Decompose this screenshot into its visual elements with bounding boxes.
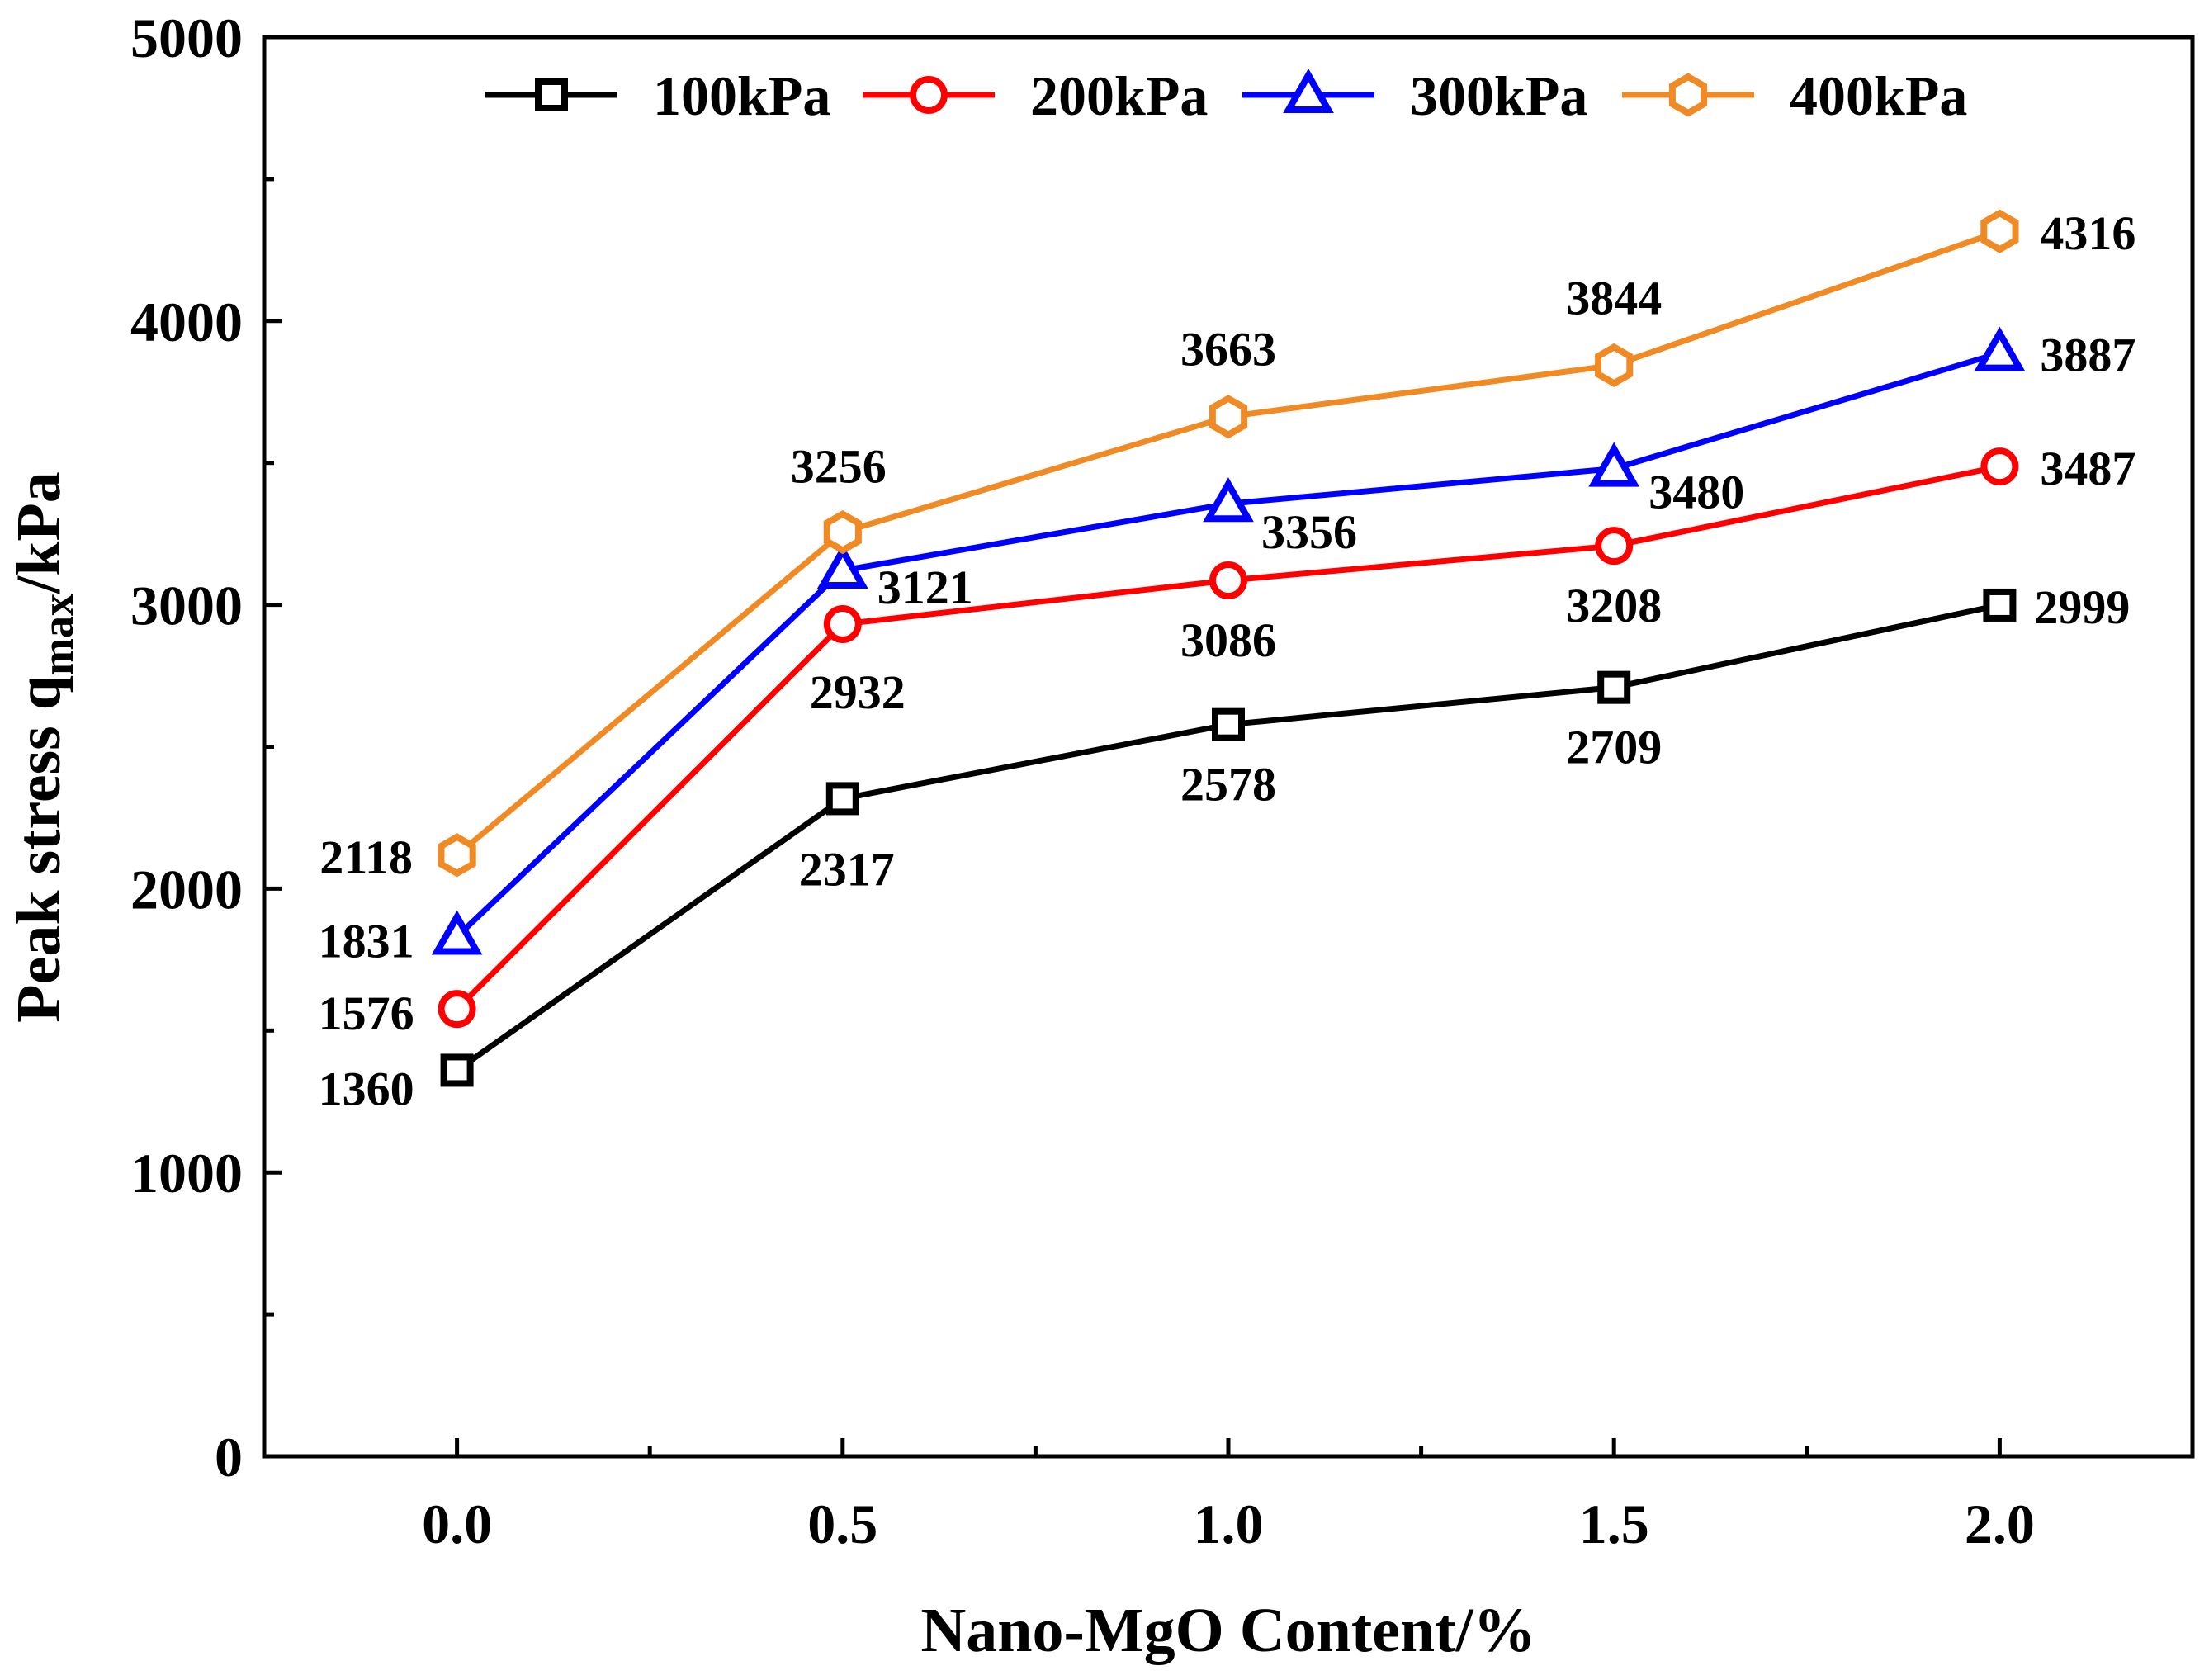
data-point-200kPa xyxy=(1209,561,1247,600)
legend-item-200kPa: 200kPa xyxy=(863,64,1208,127)
series-100kPa xyxy=(440,588,2017,1087)
series-layer xyxy=(431,209,2026,1087)
data-label: 3887 xyxy=(2040,329,2136,382)
legend-marker xyxy=(1668,73,1708,117)
data-point-100kPa xyxy=(825,782,859,816)
data-label: 2118 xyxy=(319,831,413,884)
y-tick-label: 1000 xyxy=(130,1142,243,1204)
data-point-200kPa xyxy=(438,990,476,1029)
data-label: 2578 xyxy=(1180,758,1276,812)
legend-marker xyxy=(910,76,948,114)
y-tick-label: 4000 xyxy=(130,291,243,353)
data-label: 3663 xyxy=(1180,323,1276,376)
data-point-200kPa xyxy=(1980,447,2019,486)
y-tick-label: 2000 xyxy=(130,858,243,920)
legend-label: 100kPa xyxy=(653,64,830,127)
legend-label: 400kPa xyxy=(1790,64,1967,127)
data-point-400kPa xyxy=(1980,209,2019,253)
data-point-100kPa xyxy=(1597,670,1631,704)
x-tick-label: 1.0 xyxy=(1194,1493,1264,1555)
x-axis-title: Nano-MgO Content/% xyxy=(920,1596,1535,1665)
y-axis: 0 1000 2000 3000 4000 5000 xyxy=(130,7,282,1488)
y-axis-title-subscript: max xyxy=(33,594,83,675)
data-label: 4316 xyxy=(2040,206,2136,260)
series-400kPa xyxy=(438,209,2019,878)
data-label: 3086 xyxy=(1180,613,1276,667)
data-label: 3844 xyxy=(1566,271,1662,324)
data-point-100kPa xyxy=(440,1053,474,1087)
y-tick-label: 3000 xyxy=(130,575,243,637)
y-axis-title-main: Peak stress q xyxy=(4,675,73,1023)
data-point-200kPa xyxy=(1595,527,1634,566)
legend-marker xyxy=(535,78,568,111)
data-label: 1360 xyxy=(319,1062,414,1115)
data-label: 3121 xyxy=(877,561,973,614)
data-point-400kPa xyxy=(438,833,476,878)
data-label: 2709 xyxy=(1566,721,1662,774)
y-tick-label: 5000 xyxy=(130,7,243,69)
data-point-300kPa xyxy=(1588,442,1640,487)
data-label: 2317 xyxy=(799,842,895,896)
y-axis-title: Peak stress qmax/kPa xyxy=(4,471,83,1023)
data-label: 1576 xyxy=(319,987,414,1040)
data-label: 2932 xyxy=(810,665,906,719)
series-300kPa xyxy=(431,326,2026,955)
data-label: 2999 xyxy=(2034,580,2130,634)
data-point-100kPa xyxy=(1212,707,1245,741)
data-point-400kPa xyxy=(823,509,862,555)
plot-frame xyxy=(262,35,2195,1459)
data-point-300kPa xyxy=(1203,477,1254,523)
data-label: 3356 xyxy=(1261,505,1357,559)
x-tick-label: 0.5 xyxy=(807,1493,877,1555)
data-point-100kPa xyxy=(1983,588,2017,622)
legend-item-300kPa: 300kPa xyxy=(1242,64,1587,127)
data-point-300kPa xyxy=(431,910,483,955)
legend-label: 300kPa xyxy=(1410,64,1587,127)
legend: 100kPa 200kPa 300kPa 400kPa xyxy=(485,64,1967,127)
data-point-300kPa xyxy=(816,543,868,589)
x-tick-label: 1.5 xyxy=(1579,1493,1649,1555)
data-point-400kPa xyxy=(1209,395,1248,439)
data-label: 3487 xyxy=(2040,442,2136,495)
data-label: 3208 xyxy=(1566,579,1662,632)
data-point-300kPa xyxy=(1974,326,2026,371)
series-200kPa xyxy=(438,447,2019,1029)
legend-label: 200kPa xyxy=(1030,64,1208,127)
x-tick-label: 2.0 xyxy=(1965,1493,2035,1555)
legend-item-400kPa: 400kPa xyxy=(1622,64,1967,127)
legend-marker xyxy=(1283,68,1334,113)
data-labels: 1360 2317 2578 2709 2999 1576 2932 3086 3208 3487… xyxy=(319,206,2136,1115)
data-label: 3480 xyxy=(1648,466,1744,519)
x-tick-label: 0.0 xyxy=(422,1493,492,1555)
legend-item-100kPa: 100kPa xyxy=(485,64,830,127)
y-tick-label: 0 xyxy=(215,1426,243,1488)
data-point-400kPa xyxy=(1595,343,1634,388)
y-axis-title-suffix: /kPa xyxy=(4,471,73,594)
series-line-100kPa xyxy=(455,602,2001,1073)
data-label: 3256 xyxy=(791,440,887,494)
data-label: 1831 xyxy=(319,915,414,968)
x-axis: 0.0 0.5 1.0 1.5 2.0 xyxy=(422,1438,2035,1555)
data-point-200kPa xyxy=(823,604,862,643)
